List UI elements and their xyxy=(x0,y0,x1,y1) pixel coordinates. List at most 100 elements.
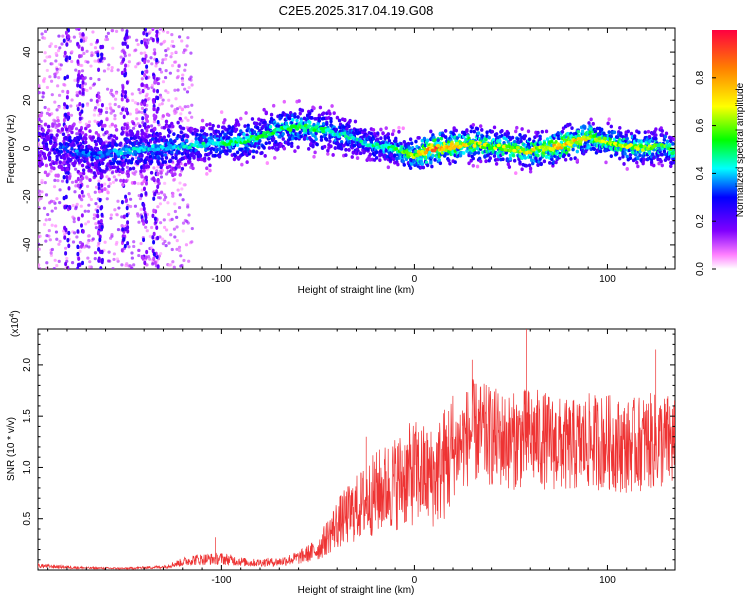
spectrum-cell xyxy=(103,182,107,186)
spectrum-cell xyxy=(518,132,522,137)
spectrum-cell xyxy=(74,184,78,188)
spectrum-cell xyxy=(173,202,177,206)
spectrum-cell xyxy=(143,101,147,106)
spectrum-cell xyxy=(663,152,668,157)
spectrum-cell xyxy=(173,172,177,177)
spectrum-cell xyxy=(102,69,107,73)
spectrum-cell xyxy=(84,175,88,179)
spectrum-cell xyxy=(166,30,170,35)
spectrum-cell xyxy=(111,267,115,269)
spectrum-cell xyxy=(146,41,150,45)
spectrum-cell xyxy=(163,181,167,185)
x-tick-label: 0 xyxy=(412,575,418,586)
spectrum-cell xyxy=(526,129,531,134)
spectrum-cell xyxy=(135,38,139,42)
spectrum-cell xyxy=(87,120,92,124)
spectrum-cell xyxy=(174,97,178,101)
spectrum-cell xyxy=(279,142,283,147)
spectrum-cell xyxy=(56,84,60,88)
spectrum-cell xyxy=(153,260,157,265)
spectrum-cell xyxy=(321,129,326,134)
spectrum-cell xyxy=(75,202,79,207)
spectrum-cell xyxy=(78,90,82,95)
spectrum-cell xyxy=(192,154,196,159)
spectrum-cell xyxy=(122,162,126,167)
spectrum-cell xyxy=(175,215,179,219)
spectrum-cell xyxy=(167,164,172,169)
spectrum-cell xyxy=(60,167,65,172)
spectrum-cell xyxy=(174,156,178,161)
spectrum-cell xyxy=(263,154,267,158)
spectrum-cell xyxy=(264,141,268,146)
spectrum-cell xyxy=(149,124,154,128)
spectrum-cell xyxy=(374,150,379,155)
spectrum-cell xyxy=(145,119,150,124)
spectrum-cell xyxy=(423,150,428,155)
spectrum-cell xyxy=(146,141,151,146)
spectrum-cell xyxy=(96,244,100,248)
spectrum-cell xyxy=(95,155,100,160)
spectrum-cell xyxy=(90,53,94,58)
spectrum-cell xyxy=(38,266,42,269)
spectrum-cell xyxy=(111,46,115,50)
spectrum-cell xyxy=(82,39,86,43)
spectrum-cell xyxy=(100,259,104,265)
spectrum-cell xyxy=(178,193,182,197)
spectrum-cell xyxy=(54,59,58,63)
spectrum-cell xyxy=(152,251,156,257)
spectrum-cell xyxy=(56,178,60,183)
spectrum-cell xyxy=(54,224,58,228)
spectrum-cell xyxy=(139,207,143,211)
spectrum-cell xyxy=(160,153,164,158)
spectrum-cell xyxy=(144,255,148,260)
spectrum-cell xyxy=(275,132,279,137)
spectrum-cell xyxy=(92,82,97,86)
spectrum-cell xyxy=(159,70,164,74)
spectrum-cell xyxy=(433,157,437,162)
spectrum-cell xyxy=(79,223,83,228)
spectrum-cell xyxy=(448,146,453,151)
spectrum-cell xyxy=(103,240,107,244)
spectrum-cell xyxy=(229,139,234,144)
spectrum-cell xyxy=(282,99,287,104)
spectrum-cell xyxy=(228,148,232,153)
spectrum-cell xyxy=(589,117,593,122)
spectrum-cell xyxy=(76,183,80,188)
y-tick-label: 0.5 xyxy=(22,511,33,525)
spectrum-cell xyxy=(89,64,93,68)
spectrum-cell xyxy=(157,191,161,196)
spectrum-cell xyxy=(448,161,452,166)
snr-panel: -100 0 100 0.51.01.52.0 Height of straight… xyxy=(6,310,676,596)
spectrum-cell xyxy=(107,149,112,154)
spectrum-cell xyxy=(144,138,148,143)
spectrum-cell xyxy=(148,234,152,238)
spectrum-cell xyxy=(245,160,249,165)
spectrum-cell xyxy=(64,246,68,250)
spectrum-cell xyxy=(76,106,80,112)
spectrum-cell xyxy=(207,156,211,161)
spectrum-cell xyxy=(152,48,157,52)
spectrum-cell xyxy=(46,212,50,217)
spectrum-cell xyxy=(176,120,180,125)
spectrum-cell xyxy=(102,56,106,61)
spectrum-cell xyxy=(326,152,330,156)
spectrum-cell xyxy=(113,208,117,212)
spectrum-cell xyxy=(184,48,188,52)
spectrum-cell xyxy=(609,154,613,159)
spectrum-cell xyxy=(38,193,42,197)
spectrum-cell xyxy=(660,163,664,168)
spectrum-cell xyxy=(96,205,100,209)
spectrum-cell xyxy=(81,168,86,173)
spectrum-cell xyxy=(175,247,179,251)
spectrum-cell xyxy=(55,133,59,138)
spectrum-cell xyxy=(65,175,69,180)
spectrum-cell xyxy=(91,135,95,140)
spectrum-cell xyxy=(143,41,147,46)
spectrum-cell xyxy=(169,55,173,59)
spectrum-cell xyxy=(255,121,259,126)
spectrum-cell xyxy=(472,144,477,148)
spectrum-cell xyxy=(97,230,101,235)
spectrum-cell xyxy=(307,124,312,128)
spectrum-cell xyxy=(40,178,44,183)
spectrum-cell xyxy=(262,145,266,150)
